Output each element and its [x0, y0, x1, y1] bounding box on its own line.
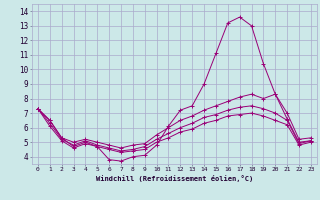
X-axis label: Windchill (Refroidissement éolien,°C): Windchill (Refroidissement éolien,°C): [96, 175, 253, 182]
